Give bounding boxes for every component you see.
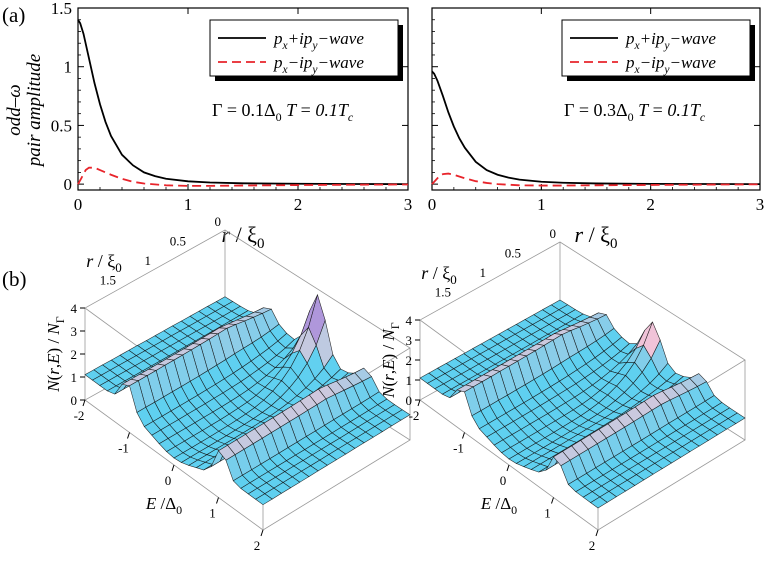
x-axis-label: r / ξ0 xyxy=(222,222,265,252)
e-tick-label: 1 xyxy=(544,506,551,521)
series-line-1 xyxy=(77,166,409,187)
y-tick-label: 0 xyxy=(64,175,73,194)
e-tick-mark xyxy=(171,464,175,472)
series-line-0 xyxy=(77,19,409,186)
e-tick-label: -2 xyxy=(74,408,85,423)
r-tick-label: 0 xyxy=(550,226,557,241)
z-tick-label: 4 xyxy=(71,301,78,316)
surface-chart-right: -2 -1 0 1 2 E /Δ0 0 0.5 1 1.5r / ξ0 0 1 2 3 4 N(r,E) / … xyxy=(379,226,746,553)
e-tick-label: 2 xyxy=(589,538,596,553)
legend-entry-0: px+ipy−wave xyxy=(625,29,716,52)
z-tick-label: 1 xyxy=(406,373,413,388)
annotation-text: Γ = 0.1Δ0 T = 0.1Tc xyxy=(212,100,354,124)
z-tick-label: 4 xyxy=(406,313,413,328)
z-tick-label: 0 xyxy=(71,393,78,408)
x-tick-label: 3 xyxy=(404,195,413,214)
surface-patch xyxy=(255,493,273,506)
e-tick-mark xyxy=(595,529,599,537)
z-tick-label: 3 xyxy=(406,333,413,348)
panel-label-a: (a) xyxy=(2,3,25,27)
y-tick-label: 0.5 xyxy=(51,116,72,135)
z-axis-label-group: N(r,E) / NΓ xyxy=(44,316,67,393)
series-line-1 xyxy=(431,172,761,187)
panel-label-b: (b) xyxy=(2,267,27,291)
e-tick-label: 0 xyxy=(500,473,507,488)
r-tick-label: 0.5 xyxy=(505,246,521,261)
e-tick-label: -1 xyxy=(118,441,129,456)
z-tick-label: 2 xyxy=(71,347,78,362)
legend-entry-1: px−ipy−wave xyxy=(625,53,716,76)
e-axis-label: E /Δ0 xyxy=(145,494,182,517)
r-tick-label: 1 xyxy=(145,253,152,268)
x-tick-label: 2 xyxy=(294,195,303,214)
line-chart-left: 0 1 2 3 0 0.5 1 1.5 r / ξ0 px+ipy−wavepx−ipy−wave… xyxy=(51,0,413,252)
plot-frame xyxy=(431,7,761,191)
series-line-0 xyxy=(431,70,761,186)
z-tick-label: 1 xyxy=(71,370,78,385)
x-tick-label: 0 xyxy=(428,195,437,214)
e-axis-label: E /Δ0 xyxy=(480,494,517,517)
surface-mesh xyxy=(419,299,746,509)
r-tick-label: 0 xyxy=(215,214,222,229)
x-axis-label: r / ξ0 xyxy=(575,222,618,252)
e-tick-mark xyxy=(127,432,130,439)
legend-box xyxy=(561,19,751,77)
z-axis-label: N(r,E) / NΓ xyxy=(379,322,402,399)
e-tick-mark xyxy=(462,432,465,439)
surface-patch xyxy=(590,496,608,509)
r-axis-label: r / ξ0 xyxy=(421,263,457,287)
e-tick-label: -2 xyxy=(409,408,420,423)
legend-box xyxy=(209,19,399,77)
e-tick-label: 2 xyxy=(254,538,261,553)
e-tick-mark xyxy=(506,464,510,472)
shared-ylabel-line2: pair amplitude xyxy=(24,54,45,168)
legend-entry-1: px−ipy−wave xyxy=(273,53,364,76)
y-tick-label: 1 xyxy=(64,58,73,77)
r-axis-label: r / ξ0 xyxy=(86,251,122,275)
x-tick-label: 1 xyxy=(184,195,193,214)
r-tick-label: 1.5 xyxy=(100,273,116,288)
e-tick-mark xyxy=(551,497,554,504)
r-tick-label: 0.5 xyxy=(170,234,186,249)
x-tick-label: 1 xyxy=(537,195,546,214)
z-axis-label-group: N(r,E) / NΓ xyxy=(379,322,402,399)
e-tick-label: -1 xyxy=(453,441,464,456)
surface-mesh xyxy=(84,293,411,506)
r-tick-label: 1.5 xyxy=(435,285,451,300)
x-tick-label: 3 xyxy=(756,195,765,214)
e-tick-mark xyxy=(216,497,219,504)
z-tick-label: 2 xyxy=(406,353,413,368)
z-tick-label: 3 xyxy=(71,324,78,339)
e-tick-label: 0 xyxy=(165,473,172,488)
z-tick-label: 0 xyxy=(406,393,413,408)
x-tick-label: 0 xyxy=(74,195,83,214)
legend-entry-0: px+ipy−wave xyxy=(273,29,364,52)
y-tick-label: 1.5 xyxy=(51,0,72,18)
shared-ylabel-line1: odd–ω xyxy=(4,84,25,135)
x-tick-label: 2 xyxy=(646,195,655,214)
e-tick-mark xyxy=(417,399,421,407)
z-axis-label: N(r,E) / NΓ xyxy=(44,316,67,393)
e-tick-mark xyxy=(260,529,264,537)
e-tick-mark xyxy=(82,399,86,407)
shared-ylabel: odd–ω pair amplitude xyxy=(4,54,45,168)
r-tick-label: 1 xyxy=(480,265,487,280)
e-tick-label: 1 xyxy=(209,506,216,521)
plot-frame xyxy=(77,7,409,191)
annotation-text: Γ = 0.3Δ0 T = 0.1Tc xyxy=(564,100,706,124)
